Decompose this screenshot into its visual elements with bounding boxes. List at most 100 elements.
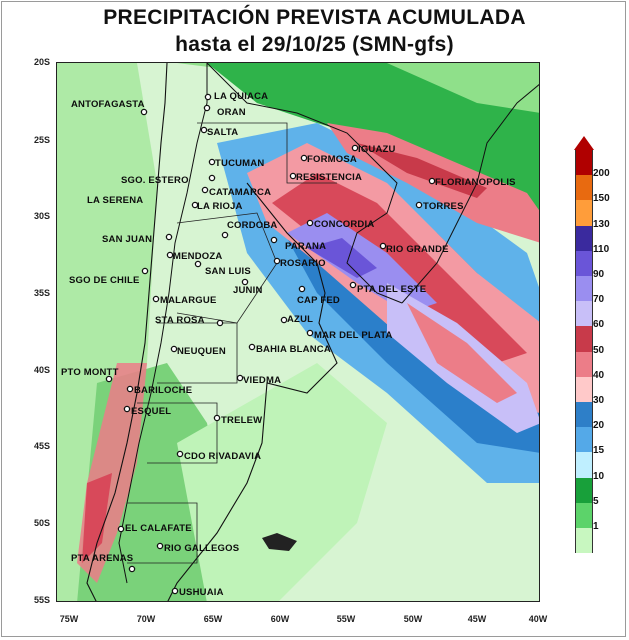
city-dot <box>236 374 244 382</box>
city-dot <box>208 174 216 182</box>
city-label: ORAN <box>217 107 246 118</box>
city-dot <box>117 525 125 533</box>
lat-label: 40S <box>33 365 50 375</box>
city-markers <box>105 93 436 595</box>
city-dot <box>300 154 308 162</box>
city-label: VIEDMA <box>243 375 281 386</box>
city-dot <box>208 158 216 166</box>
legend-color-cell <box>575 502 593 529</box>
city-label: RESISTENCIA <box>296 172 362 183</box>
legend-color-cell <box>575 528 593 554</box>
legend-arrow-bottom <box>574 553 594 568</box>
legend-level-label: 90 <box>593 269 605 280</box>
city-label: AZUL <box>287 314 313 325</box>
city-label: IGUAZU <box>358 144 396 155</box>
city-dot <box>165 233 173 241</box>
city-label: TRELEW <box>221 415 262 426</box>
city-dot <box>273 257 281 265</box>
city-dot <box>140 108 148 116</box>
legend-level-label: 40 <box>593 369 605 381</box>
lat-label: 50S <box>33 518 50 528</box>
city-label: CORDOBA <box>227 220 277 231</box>
city-dot <box>415 201 423 209</box>
lat-label: 30S <box>33 211 50 221</box>
lon-label: 50W <box>403 614 423 624</box>
city-label: PARANA <box>285 241 326 252</box>
city-label: RIO GRANDE <box>386 244 449 255</box>
city-dot <box>128 565 136 573</box>
legend-level-label: 10 <box>593 470 605 482</box>
legend-color-cell <box>575 376 593 403</box>
city-label: BAHIA BLANCA <box>256 344 331 355</box>
city-label: TORRES <box>423 201 464 212</box>
city-dot <box>428 177 436 185</box>
lon-label: 60W <box>270 614 290 624</box>
map-subtitle: hasta el 29/10/25 (SMN-gfs) <box>175 33 454 56</box>
map-title: PRECIPITACIÓN PREVISTA ACUMULADA <box>103 6 526 29</box>
city-label: FLORIANOPOLIS <box>435 177 516 188</box>
legend-color-cell <box>575 250 593 277</box>
city-label: STA ROSA <box>155 315 205 326</box>
legend-arrow-top <box>574 136 594 150</box>
city-dot <box>216 319 224 327</box>
legend-level-label: 20 <box>593 420 605 432</box>
city-label: PTA DEL ESTE <box>357 284 426 295</box>
city-dot <box>289 172 297 180</box>
legend-level-label: 30 <box>593 395 605 406</box>
city-label: MENDOZA <box>173 251 222 262</box>
map-canvas: ANTOFAGASTA LA QUIACA ORAN SALTA IGUAZU … <box>57 63 539 601</box>
lon-label: 55W <box>336 614 356 624</box>
legend-color-cell <box>575 175 593 201</box>
lon-label: 65W <box>203 614 223 624</box>
legend-color-cell <box>575 452 593 479</box>
city-label: NEUQUEN <box>177 346 226 357</box>
precipitation-map: ANTOFAGASTA LA QUIACA ORAN SALTA IGUAZU … <box>56 62 540 602</box>
legend-level-label: 200 <box>593 168 610 180</box>
city-label: MAR DEL PLATA <box>314 330 393 341</box>
city-dot <box>280 316 288 324</box>
city-label: EL CALAFATE <box>125 523 192 534</box>
legend-color-cell <box>575 326 593 353</box>
legend-level-label: 110 <box>593 243 610 255</box>
legend-level-label: 50 <box>593 344 605 356</box>
city-label: PTA ARENAS <box>71 553 133 564</box>
city-label: CATAMARCA <box>209 187 271 198</box>
city-dot <box>203 104 211 112</box>
city-label: ESQUEL <box>131 406 171 417</box>
city-label: TUCUMAN <box>215 158 264 169</box>
city-dot <box>171 587 179 595</box>
city-dot <box>200 126 208 134</box>
city-label: SGO DE CHILE <box>69 275 140 286</box>
city-dot <box>156 542 164 550</box>
lat-label: 45S <box>33 441 50 451</box>
legend-level-label: 130 <box>593 218 610 230</box>
legend-color-cell <box>575 477 593 504</box>
city-dot <box>306 219 314 227</box>
city-dot <box>351 144 359 152</box>
city-label: SAN LUIS <box>205 266 251 277</box>
city-label: LA SERENA <box>87 195 143 206</box>
lon-label: 75W <box>59 614 79 624</box>
city-dot <box>221 231 229 239</box>
city-dot <box>105 375 113 383</box>
city-label: CAP FED <box>297 295 340 306</box>
city-dot <box>306 329 314 337</box>
city-dot <box>241 278 249 286</box>
city-dot <box>201 186 209 194</box>
legend-level-label: 15 <box>593 445 605 457</box>
city-dot <box>213 414 221 422</box>
lat-label: 55S <box>33 595 50 605</box>
city-dot <box>349 281 357 289</box>
lat-label: 20S <box>33 57 50 67</box>
legend-color-cell <box>575 276 593 302</box>
legend-level-label: 5 <box>593 495 599 507</box>
city-dot <box>204 93 212 101</box>
legend-level-label: 1 <box>593 521 599 532</box>
city-label: PTO MONTT <box>61 367 119 378</box>
legend-color-cell <box>575 402 593 428</box>
city-label: ANTOFAGASTA <box>71 99 145 110</box>
city-label: JUNIN <box>233 285 263 296</box>
city-label: ROSARIO <box>280 258 326 269</box>
legend-color-cell <box>575 200 593 227</box>
lon-label: 40W <box>528 614 548 624</box>
